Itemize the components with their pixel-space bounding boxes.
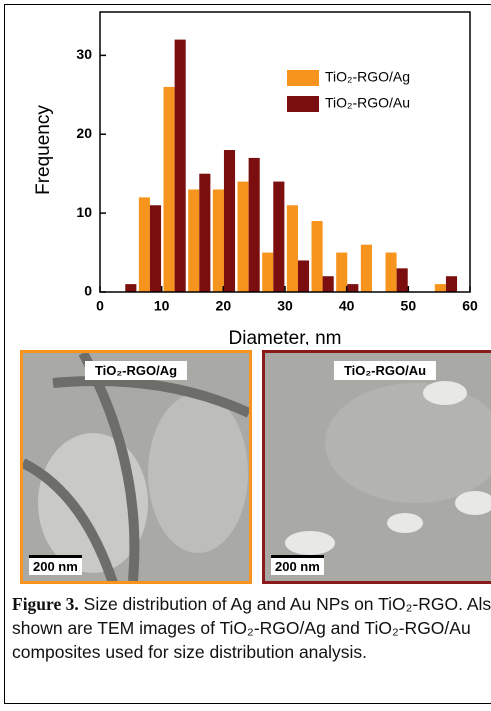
bar (397, 268, 408, 292)
scale-bar: 200 nm (271, 555, 324, 575)
page: Frequency Diameter, nm 0 10 20 30 40 50 60 0 10 2… (0, 0, 491, 711)
y-tick-label: 20 (76, 125, 92, 141)
bar (199, 174, 210, 292)
caption-label: Figure 3. (12, 594, 79, 614)
bar (150, 205, 161, 292)
y-axis-label: Frequency (33, 105, 54, 195)
x-tick-label: 0 (96, 298, 104, 314)
x-tick-label: 40 (339, 298, 355, 314)
bar (298, 260, 309, 292)
bar (323, 276, 334, 292)
y-tick-label: 0 (84, 283, 92, 299)
x-tick-label: 20 (216, 298, 232, 314)
bar (238, 182, 249, 292)
bar (336, 253, 347, 292)
bar (175, 40, 186, 292)
chart: Frequency Diameter, nm 0 10 20 30 40 50 60 0 10 2… (0, 0, 491, 345)
tem-panel: TiO₂-RGO/Au 200 nm (262, 350, 491, 584)
x-tick-label: 60 (462, 298, 478, 314)
bar (249, 158, 260, 292)
tem-image (23, 353, 249, 581)
bar (347, 284, 358, 292)
bar (287, 205, 298, 292)
scale-bar: 200 nm (29, 555, 82, 575)
bar (188, 189, 199, 292)
bar (386, 253, 397, 292)
bar (262, 253, 273, 292)
y-tick-label: 10 (76, 204, 92, 220)
bar (435, 284, 446, 292)
legend-swatch (287, 70, 319, 86)
caption: Figure 3. Size distribution of Ag and Au… (12, 592, 491, 664)
caption-text: Size distribution of Ag and Au NPs on Ti… (12, 594, 491, 662)
bar (446, 276, 457, 292)
x-axis-label: Diameter, nm (229, 328, 342, 345)
legend-label: TiO₂-RGO/Au (325, 95, 410, 111)
bar (361, 245, 372, 292)
x-tick-label: 10 (154, 298, 170, 314)
bar (125, 284, 136, 292)
x-tick-label: 50 (401, 298, 417, 314)
bar (213, 189, 224, 292)
bar (164, 87, 175, 292)
bar (312, 221, 323, 292)
tem-image (265, 353, 491, 581)
bar (273, 182, 284, 292)
bar (139, 197, 150, 292)
legend-swatch (287, 96, 319, 112)
bar (224, 150, 235, 292)
panel-label: TiO₂-RGO/Au (334, 361, 436, 380)
legend-label: TiO₂-RGO/Ag (325, 69, 410, 85)
x-tick-label: 30 (277, 298, 293, 314)
y-tick-label: 30 (76, 46, 92, 62)
panel-label: TiO₂-RGO/Ag (85, 361, 187, 380)
tem-panel: TiO₂-RGO/Ag 200 nm (20, 350, 252, 584)
